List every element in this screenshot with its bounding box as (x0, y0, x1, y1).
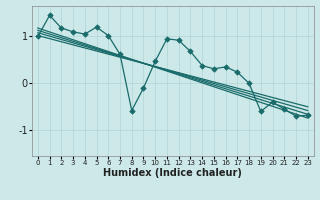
X-axis label: Humidex (Indice chaleur): Humidex (Indice chaleur) (103, 168, 242, 178)
